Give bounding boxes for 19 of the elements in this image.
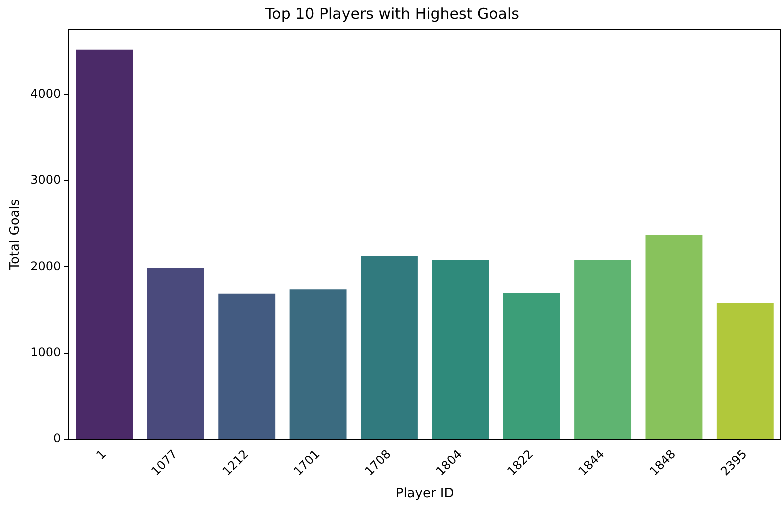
- bar: [503, 293, 560, 440]
- y-tick-label: 4000: [30, 86, 62, 101]
- bar: [361, 256, 418, 440]
- bar: [218, 294, 276, 440]
- y-tick-label: 1000: [30, 346, 62, 360]
- bar: [147, 268, 204, 440]
- bar: [432, 260, 490, 440]
- x-tick-label: 1: [94, 447, 110, 462]
- bar: [574, 260, 632, 440]
- y-tick-label: 2000: [30, 259, 62, 274]
- y-tick-label: 0: [54, 432, 62, 446]
- bar: [716, 303, 774, 440]
- y-tick-label: 3000: [30, 173, 62, 188]
- bar: [76, 50, 134, 440]
- x-axis-title: Player ID: [396, 486, 454, 502]
- chart-title: Top 10 Players with Highest Goals: [264, 4, 520, 23]
- y-axis-title: Total Goals: [8, 199, 24, 272]
- bar: [290, 290, 347, 440]
- bar: [646, 235, 703, 440]
